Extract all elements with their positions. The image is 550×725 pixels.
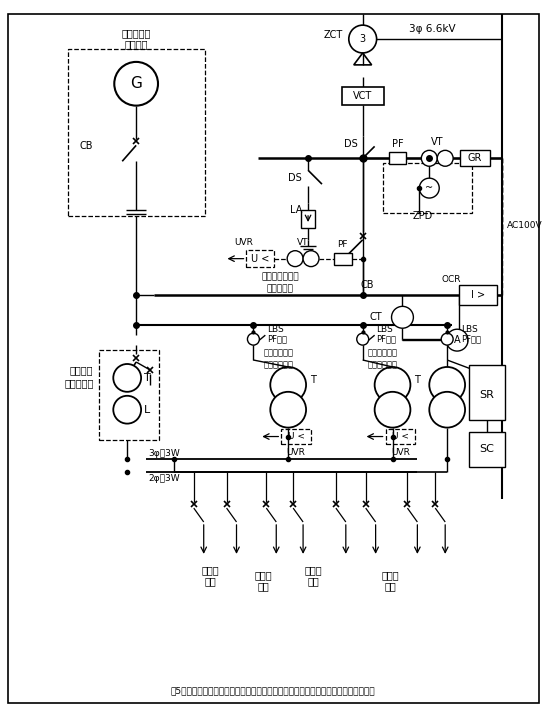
Text: VT: VT [431, 138, 443, 147]
Text: 装置起動用: 装置起動用 [267, 284, 294, 293]
Text: 発電装置: 発電装置 [124, 39, 148, 49]
Text: LBS: LBS [377, 325, 393, 334]
Text: CT: CT [370, 312, 383, 323]
Bar [68, 49, 205, 216]
Text: GR: GR [468, 153, 482, 163]
Bar [342, 87, 383, 104]
Text: 防災用
負荷: 防災用 負荷 [202, 565, 219, 587]
Circle shape [270, 367, 306, 403]
Text: PF付き: PF付き [461, 335, 481, 344]
Bar [100, 350, 159, 439]
Bar [246, 249, 274, 267]
Circle shape [303, 251, 319, 267]
Text: L: L [144, 405, 150, 415]
Circle shape [349, 25, 377, 53]
Text: UVR: UVR [287, 448, 306, 457]
Text: 非常用予備発電: 非常用予備発電 [261, 272, 299, 281]
Text: VT: VT [298, 239, 309, 247]
Text: スコット: スコット [70, 365, 94, 375]
Circle shape [375, 367, 410, 403]
Text: 非常用予備発: 非常用予備発 [368, 349, 398, 357]
Text: LBS: LBS [267, 325, 284, 334]
Bar [301, 210, 315, 228]
Circle shape [114, 62, 158, 106]
Circle shape [441, 334, 453, 345]
Bar [469, 365, 505, 420]
Circle shape [113, 396, 141, 423]
Circle shape [287, 251, 303, 267]
Text: SC: SC [480, 444, 494, 455]
Circle shape [419, 178, 439, 198]
Text: PF: PF [392, 139, 403, 149]
Text: 結線変圧器: 結線変圧器 [64, 378, 94, 388]
Text: T: T [414, 375, 420, 385]
Text: 第5図　高圧受電設備における非常用予備発電装置へのスコット結線変圧器の使用例: 第5図 高圧受電設備における非常用予備発電装置へのスコット結線変圧器の使用例 [171, 687, 376, 695]
Text: DS: DS [344, 139, 358, 149]
Circle shape [446, 329, 468, 351]
Text: T: T [310, 375, 316, 385]
Text: DS: DS [288, 173, 302, 183]
Text: A: A [454, 335, 460, 345]
Bar [469, 431, 505, 468]
Text: UVR: UVR [234, 239, 253, 247]
Circle shape [375, 392, 410, 428]
Text: UVR: UVR [391, 448, 410, 457]
Circle shape [392, 307, 414, 328]
Text: CB: CB [80, 141, 93, 152]
Text: U <: U < [251, 254, 270, 264]
Text: ~: ~ [425, 183, 433, 193]
Text: U <: U < [288, 432, 305, 441]
Text: G: G [130, 76, 142, 91]
Text: ZPD: ZPD [412, 211, 432, 221]
Bar [383, 163, 472, 213]
Text: PF付き: PF付き [377, 335, 397, 344]
Text: PF: PF [338, 240, 348, 249]
Text: 2φ－3W: 2φ－3W [148, 473, 180, 483]
Text: 電装置起動用: 電装置起動用 [368, 360, 398, 370]
Circle shape [113, 364, 141, 392]
Text: AC100V: AC100V [507, 221, 542, 231]
Text: 一般用
負荷: 一般用 負荷 [382, 570, 399, 592]
Text: ZCT: ZCT [323, 30, 343, 40]
Circle shape [437, 150, 453, 166]
Text: LA: LA [290, 205, 302, 215]
Text: CB: CB [361, 281, 375, 291]
Text: VCT: VCT [353, 91, 372, 101]
Circle shape [430, 367, 465, 403]
Bar [386, 428, 415, 444]
Circle shape [248, 334, 260, 345]
Text: I >: I > [471, 291, 485, 300]
Text: OCR: OCR [442, 275, 461, 284]
Text: 電装置起動用: 電装置起動用 [263, 360, 293, 370]
Bar [460, 150, 490, 166]
Text: 3φ－3W: 3φ－3W [148, 449, 180, 458]
Text: SR: SR [480, 390, 494, 399]
Text: 3φ 6.6kV: 3φ 6.6kV [409, 24, 455, 34]
Circle shape [421, 150, 437, 166]
Bar [388, 152, 406, 165]
Text: 非常用予備発: 非常用予備発 [263, 349, 293, 357]
Text: 非常用予備: 非常用予備 [122, 28, 151, 38]
Circle shape [357, 334, 368, 345]
Text: PF付き: PF付き [267, 335, 287, 344]
Text: 一般用
負荷: 一般用 負荷 [255, 570, 272, 592]
Bar [281, 428, 311, 444]
Circle shape [430, 392, 465, 428]
Text: U <: U < [392, 432, 409, 441]
Text: 3: 3 [360, 34, 366, 44]
Bar [334, 253, 352, 265]
Text: LBS: LBS [461, 325, 478, 334]
Bar [459, 286, 497, 305]
Text: T: T [144, 373, 151, 383]
Circle shape [270, 392, 306, 428]
Text: 防災用
負荷: 防災用 負荷 [304, 565, 322, 587]
